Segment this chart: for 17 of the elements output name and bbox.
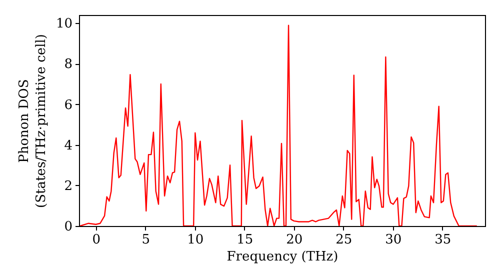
y-tick-label: 4 [64, 138, 72, 154]
x-tick-label: 0 [92, 232, 100, 248]
x-tick-label: 10 [187, 232, 204, 248]
x-tick-label: 5 [142, 232, 150, 248]
line-series [79, 24, 478, 226]
x-tick-label: 15 [236, 232, 254, 248]
y-tick-label: 8 [64, 57, 72, 72]
x-tick-label: 30 [385, 232, 402, 248]
x-tick-label: 25 [336, 232, 352, 248]
x-tick-label: 35 [434, 232, 452, 248]
y-tick-label: 2 [64, 178, 72, 194]
y-axis-title: Phonon DOS (States/THz·primitive cell) [16, 34, 49, 208]
y-tick-label: 6 [64, 98, 72, 113]
y-tick-label: 10 [56, 16, 72, 32]
x-axis-title: Frequency (THz) [226, 250, 338, 264]
x-tick-label: 20 [286, 232, 303, 248]
y-tick-label: 0 [64, 220, 72, 234]
